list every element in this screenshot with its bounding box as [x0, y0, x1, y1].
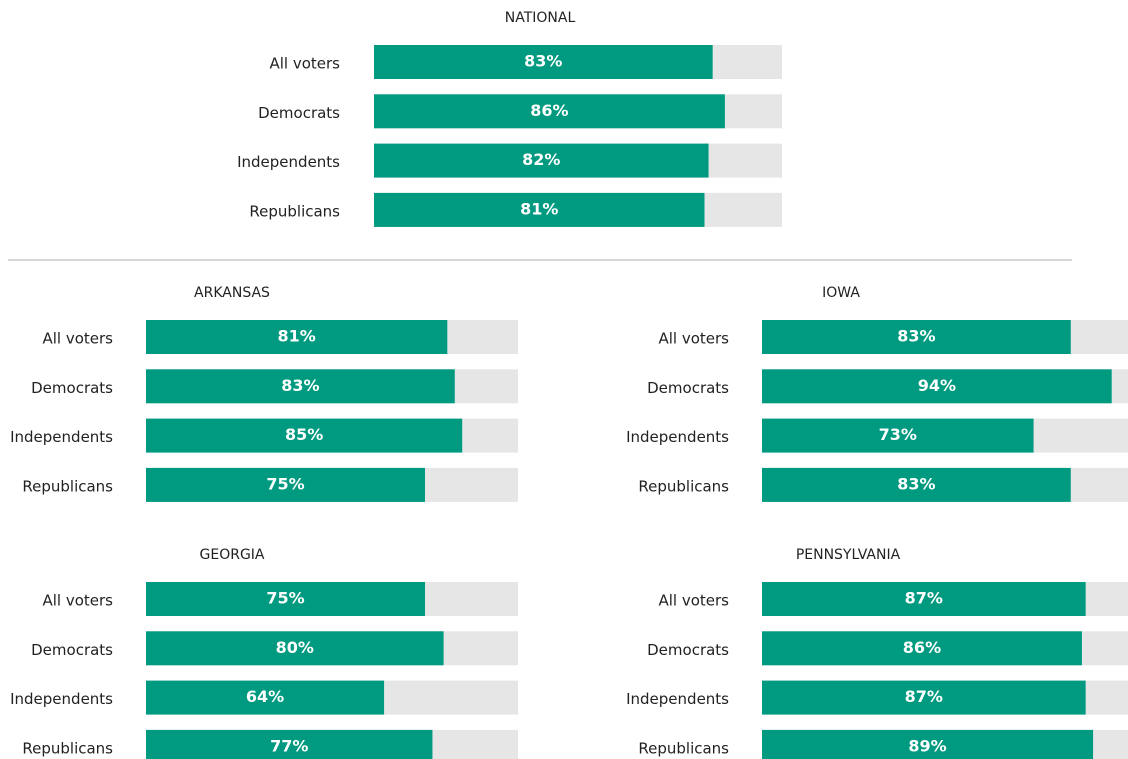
value-label: 86% [903, 638, 941, 657]
category-label: Democrats [31, 379, 113, 397]
bar [374, 45, 713, 79]
value-label: 83% [281, 376, 319, 395]
bar [146, 729, 433, 759]
chart-title: IOWA [822, 285, 860, 301]
value-label: 81% [278, 327, 316, 346]
category-label: Independents [10, 690, 113, 708]
category-label: All voters [42, 330, 113, 348]
category-label: Republicans [638, 477, 729, 495]
category-label: Democrats [31, 641, 113, 659]
value-label: 85% [285, 425, 323, 444]
bar [374, 192, 705, 227]
bar [762, 680, 1086, 715]
bar [762, 729, 1094, 759]
category-label: Republicans [249, 202, 340, 220]
category-label: All voters [658, 592, 729, 610]
category-label: Democrats [647, 641, 729, 659]
bar [146, 631, 444, 666]
value-label: 87% [905, 687, 943, 706]
value-label: 73% [879, 425, 917, 444]
category-label: Independents [237, 153, 340, 171]
bar [374, 143, 709, 178]
value-label: 89% [908, 736, 946, 755]
category-label: Independents [626, 690, 729, 708]
value-label: 86% [530, 101, 568, 120]
value-label: 64% [246, 687, 284, 706]
bar [762, 418, 1034, 453]
value-label: 83% [897, 327, 935, 346]
value-label: 80% [276, 638, 314, 657]
category-label: All voters [658, 330, 729, 348]
value-label: 83% [897, 474, 935, 493]
chart-title: NATIONAL [505, 10, 576, 26]
category-label: Democrats [258, 104, 340, 122]
value-label: 75% [266, 589, 304, 608]
bar [374, 94, 725, 129]
category-label: Democrats [647, 379, 729, 397]
bar [146, 369, 455, 404]
category-label: Independents [626, 428, 729, 446]
bar [762, 467, 1071, 502]
bar [146, 418, 463, 453]
value-label: 81% [520, 199, 558, 218]
chart-title: PENNSYLVANIA [796, 547, 901, 563]
category-label: All voters [42, 592, 113, 610]
bar [146, 467, 425, 502]
bar [762, 582, 1086, 616]
bar [762, 631, 1082, 666]
category-label: All voters [269, 55, 340, 73]
category-label: Republicans [22, 477, 113, 495]
value-label: 75% [266, 474, 304, 493]
value-label: 87% [905, 589, 943, 608]
chart-title: ARKANSAS [194, 285, 270, 301]
bar [762, 369, 1112, 404]
bar [146, 320, 448, 354]
value-label: 77% [270, 736, 308, 755]
value-label: 94% [918, 376, 956, 395]
bar [762, 320, 1071, 354]
bar [146, 680, 385, 715]
chart-title: GEORGIA [200, 547, 265, 563]
value-label: 82% [522, 150, 560, 169]
bar [146, 582, 425, 616]
value-label: 83% [524, 52, 562, 71]
category-label: Republicans [638, 739, 729, 757]
category-label: Independents [10, 428, 113, 446]
category-label: Republicans [22, 739, 113, 757]
